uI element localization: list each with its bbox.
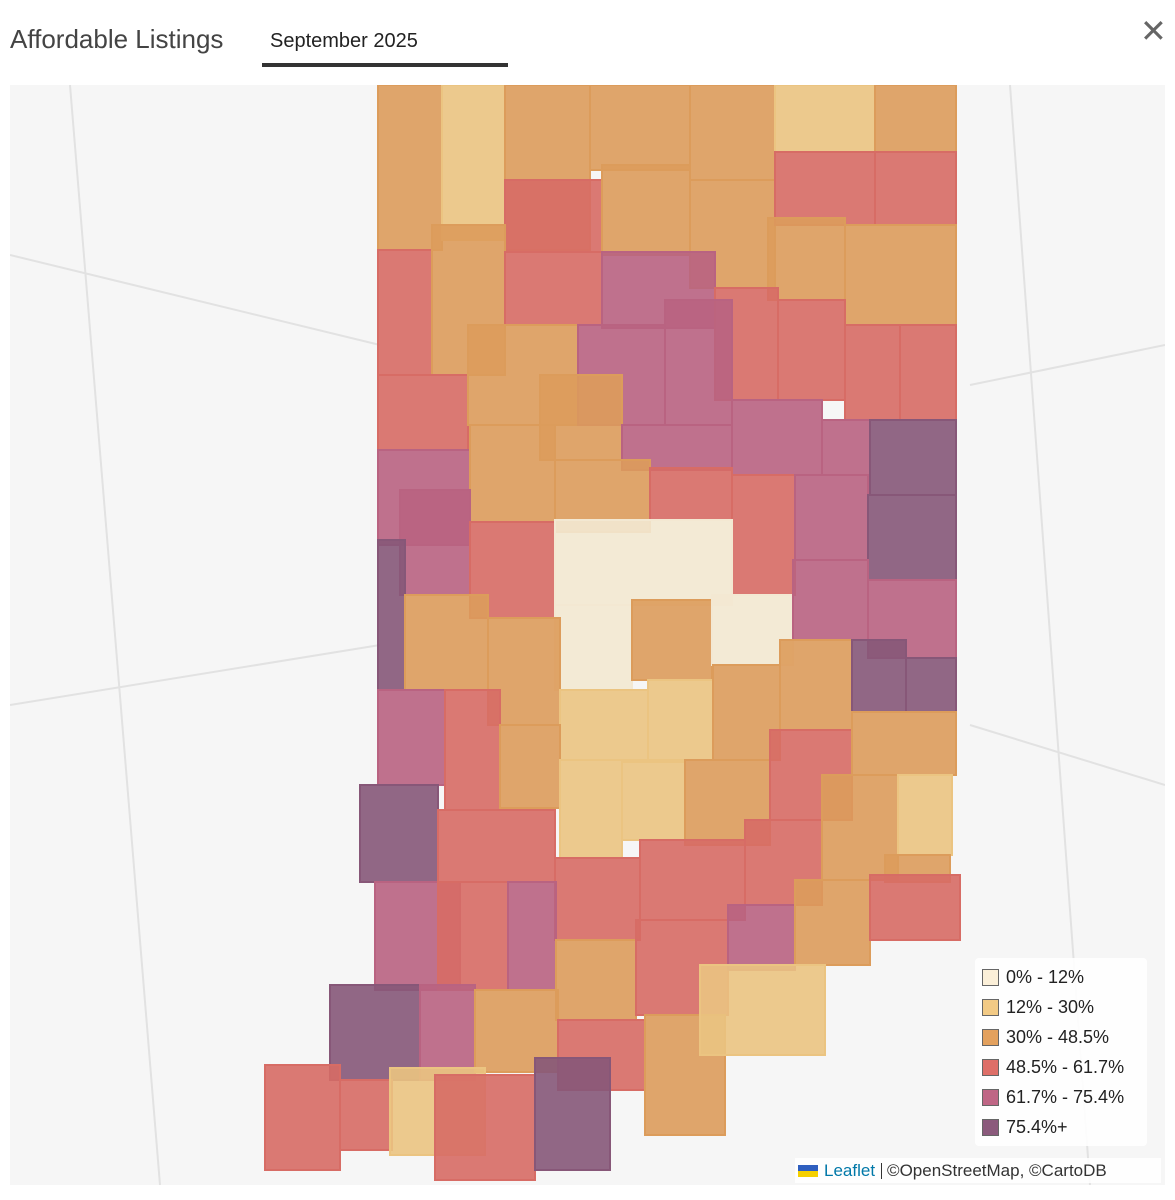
county[interactable] [437,881,509,991]
county[interactable] [867,494,957,581]
legend-item: 75.4%+ [975,1112,1147,1142]
period-select[interactable]: September 2025 [270,30,418,52]
county[interactable] [731,474,796,596]
county[interactable] [377,539,406,691]
county[interactable] [699,964,826,1056]
county[interactable] [821,419,871,476]
county[interactable] [647,679,714,761]
county[interactable] [767,217,846,301]
attribution: Leaflet ©OpenStreetMap, ©CartoDB [795,1158,1161,1183]
legend-swatch [982,1118,999,1136]
county[interactable] [792,559,869,641]
county[interactable] [419,984,476,1081]
county[interactable] [554,604,633,691]
county[interactable] [559,689,649,761]
legend-label: 48.5% - 61.7% [1006,1056,1125,1077]
separator [881,1162,883,1179]
legend-label: 12% - 30% [1006,996,1095,1017]
county[interactable] [554,857,641,941]
county[interactable] [554,519,733,606]
county[interactable] [905,657,957,713]
county[interactable] [589,85,691,171]
county[interactable] [779,639,853,731]
county[interactable] [631,599,713,681]
county[interactable] [474,989,559,1073]
county[interactable] [555,939,637,1021]
county[interactable] [851,711,957,776]
county[interactable] [559,759,623,859]
county[interactable] [504,179,603,253]
county[interactable] [644,1014,726,1136]
legend-swatch [982,998,999,1016]
legend-item: 61.7% - 75.4% [975,1082,1147,1112]
county[interactable] [869,874,961,941]
county[interactable] [774,85,876,153]
map[interactable] [10,85,1165,1185]
county[interactable] [689,85,776,181]
county[interactable] [377,249,433,376]
flag-icon [798,1164,818,1177]
county[interactable] [867,579,957,659]
county[interactable] [469,424,556,523]
county[interactable] [504,251,603,326]
county[interactable] [731,399,823,476]
credits: ©OpenStreetMap, ©CartoDB [887,1160,1107,1180]
county[interactable] [774,151,876,226]
county[interactable] [507,881,557,991]
county[interactable] [869,419,957,496]
county[interactable] [377,374,469,451]
county[interactable] [649,467,733,521]
county[interactable] [844,324,901,421]
county[interactable] [437,809,556,883]
legend-label: 30% - 48.5% [1006,1026,1110,1047]
legend: 0% - 12% 12% - 30% 30% - 48.5% 48.5% - 61.7… [975,958,1147,1146]
county[interactable] [794,474,869,561]
county[interactable] [399,489,471,596]
county[interactable] [377,689,446,786]
legend-item: 30% - 48.5% [975,1022,1147,1052]
county[interactable] [434,1074,536,1181]
county[interactable] [727,904,796,971]
legend-label: 75.4%+ [1006,1116,1068,1137]
county[interactable] [441,85,506,241]
close-button[interactable]: ✕ [1140,13,1167,49]
county[interactable] [499,724,561,809]
app-title: Affordable Listings [10,24,224,54]
county[interactable] [404,594,489,691]
county[interactable] [844,224,957,326]
leaflet-link[interactable]: Leaflet [824,1160,876,1180]
legend-item: 12% - 30% [975,992,1147,1022]
county[interactable] [794,879,871,966]
county[interactable] [621,761,686,841]
legend-swatch [982,1058,999,1076]
county[interactable] [874,151,957,226]
county[interactable] [264,1064,341,1171]
legend-swatch [982,1088,999,1106]
legend-item: 48.5% - 61.7% [975,1052,1147,1082]
legend-swatch [982,1028,999,1046]
county[interactable] [601,164,691,256]
counties [264,85,961,1181]
county[interactable] [874,85,957,153]
county[interactable] [329,984,421,1081]
county[interactable] [534,1057,611,1171]
road [10,85,1165,1185]
county[interactable] [851,639,907,713]
county[interactable] [444,689,501,811]
legend-swatch [982,968,999,986]
select-underline [262,63,508,67]
county[interactable] [899,324,957,421]
roads [10,85,1165,1185]
county[interactable] [777,299,846,401]
legend-label: 61.7% - 75.4% [1006,1086,1125,1107]
county[interactable] [897,774,953,856]
legend-item: 0% - 12% [975,962,1147,992]
county[interactable] [664,299,733,426]
legend-label: 0% - 12% [1006,966,1085,987]
county[interactable] [339,1079,393,1151]
county[interactable] [359,784,439,883]
